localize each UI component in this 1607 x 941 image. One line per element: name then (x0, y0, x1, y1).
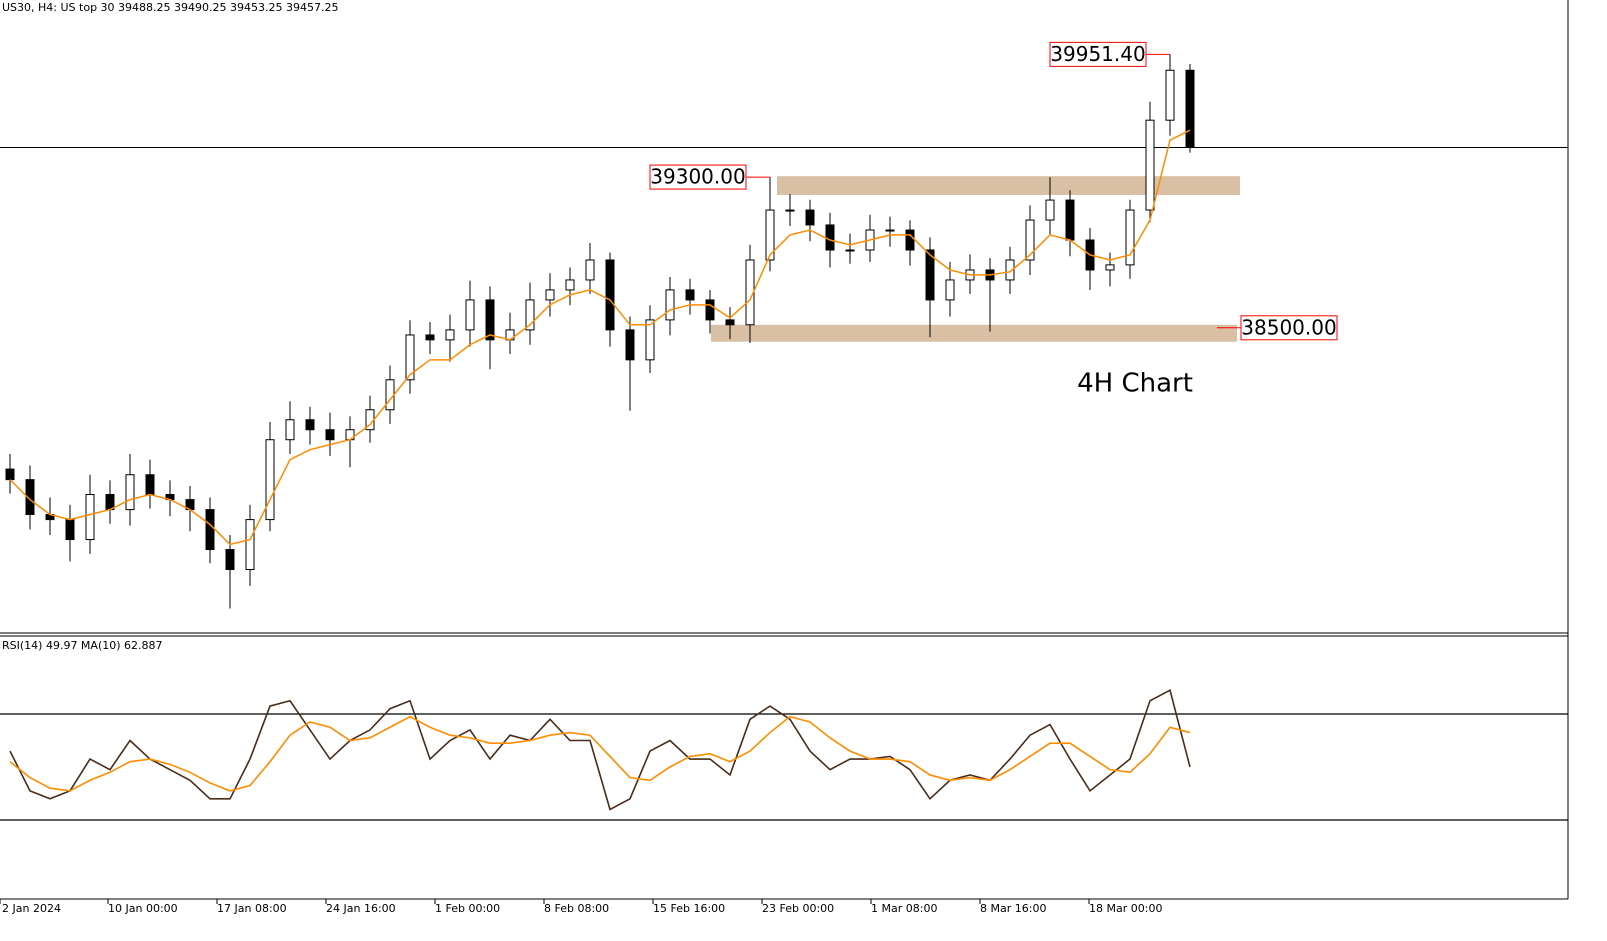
price-label: 39951.40 (1050, 42, 1145, 66)
candle-body (125, 474, 135, 511)
candle-body (1165, 69, 1175, 121)
candle-body (705, 299, 715, 321)
candle-body (465, 299, 475, 331)
candle-body (85, 494, 95, 541)
x-tick-label: 17 Jan 08:00 (217, 902, 287, 915)
zones (711, 176, 1240, 342)
candle-body (405, 334, 415, 381)
candle-body (205, 509, 215, 551)
price-label-box (649, 164, 747, 190)
candle-body (905, 229, 915, 251)
x-tick-label: 10 Jan 00:00 (108, 902, 178, 915)
candle-body (645, 319, 655, 361)
candle-body (725, 319, 735, 326)
x-tick-label: 23 Feb 00:00 (762, 902, 834, 915)
candle-body (1125, 209, 1135, 266)
candle-body (305, 419, 315, 431)
candle-body (485, 299, 495, 341)
x-tick-label: 1 Feb 00:00 (435, 902, 500, 915)
zone (777, 176, 1240, 195)
rsi-line (9, 688, 1191, 811)
candle-body (225, 549, 235, 571)
candle-body (1145, 119, 1155, 211)
rsi-ma-line (9, 715, 1191, 792)
candle-body (525, 299, 535, 331)
price-label: 39300.00 (650, 165, 745, 189)
candle-body (145, 474, 155, 496)
candle-body (425, 334, 435, 341)
candle-body (685, 289, 695, 301)
candle-body (925, 249, 935, 301)
chart-title: US30, H4: US top 30 39488.25 39490.25 39… (2, 1, 338, 14)
annotation: 4H Chart (1077, 369, 1193, 399)
x-tick-label: 24 Jan 16:00 (326, 902, 396, 915)
candle-body (5, 468, 15, 481)
candle-body (245, 519, 255, 571)
candle-body (605, 259, 615, 331)
candle-body (885, 229, 895, 232)
candle-body (1005, 259, 1015, 281)
candle-body (285, 419, 295, 441)
zone (711, 324, 1237, 342)
candle-body (565, 279, 575, 291)
candle-body (1065, 199, 1075, 241)
rsi-title: RSI(14) 49.97 MA(10) 62.887 (2, 639, 163, 652)
price-label-box (1240, 315, 1338, 341)
candle-body (325, 429, 335, 441)
candle-body (1045, 199, 1055, 221)
candle-body (665, 289, 675, 321)
candle-body (385, 379, 395, 411)
x-tick-label: 8 Mar 16:00 (980, 902, 1046, 915)
candle-body (1025, 219, 1035, 261)
candle-body (1185, 69, 1195, 149)
price-label: 38500.00 (1241, 315, 1336, 339)
candle-body (105, 494, 115, 511)
candle-body (785, 209, 795, 212)
candle-body (1105, 264, 1115, 271)
x-tick-label: 1 Mar 08:00 (871, 902, 937, 915)
candle-body (945, 279, 955, 301)
price-label-box (1049, 41, 1147, 67)
candle-body (585, 259, 595, 281)
candle-body (825, 224, 835, 251)
candle-body (65, 519, 75, 541)
x-tick-label: 2 Jan 2024 (2, 902, 61, 915)
candle-body (25, 479, 35, 516)
candle-body (545, 289, 555, 301)
candle-body (445, 329, 455, 341)
candle-body (265, 439, 275, 521)
candle-body (765, 209, 775, 261)
moving-average (9, 129, 1191, 546)
x-tick-label: 15 Feb 16:00 (653, 902, 725, 915)
candle-body (805, 209, 815, 226)
candle-body (845, 249, 855, 252)
x-tick-label: 8 Feb 08:00 (544, 902, 609, 915)
candle-body (625, 329, 635, 361)
x-tick-label: 18 Mar 00:00 (1089, 902, 1162, 915)
